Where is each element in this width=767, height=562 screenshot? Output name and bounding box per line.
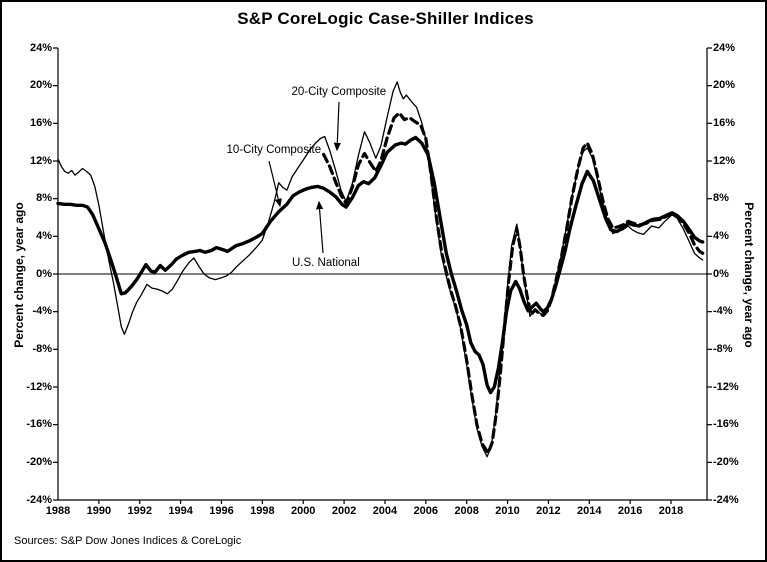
annotation-20-city-composite: 20-City Composite bbox=[291, 86, 387, 98]
x-axis-tick-label: 2016 bbox=[617, 505, 643, 517]
y-axis-tick-label-left: 4% bbox=[36, 229, 52, 242]
y-axis-tick-label-right: -4% bbox=[713, 305, 733, 318]
y-axis-tick-label-right: 8% bbox=[713, 192, 729, 205]
x-axis-tick-label: 2010 bbox=[495, 505, 520, 517]
x-axis-tick-label: 2012 bbox=[536, 505, 561, 517]
y-axis-tick-label-left: -16% bbox=[26, 418, 52, 431]
series-10-city-composite bbox=[57, 81, 704, 458]
source-note: Sources: S&P Dow Jones Indices & CoreLog… bbox=[14, 535, 242, 547]
y-axis-tick-label-right: 0% bbox=[713, 267, 729, 280]
y-axis-tick-label-left: 16% bbox=[29, 116, 52, 129]
y-axis-tick-label-left: -20% bbox=[26, 455, 52, 468]
y-axis-tick-label-left: -24% bbox=[26, 493, 52, 506]
y-axis-tick-label-right: -16% bbox=[713, 418, 739, 431]
y-axis-tick-label-right: 20% bbox=[713, 79, 736, 92]
annotation-10-city-composite: 10-City Composite bbox=[226, 144, 322, 156]
y-axis-tick-label-left: -8% bbox=[32, 342, 52, 355]
x-axis-tick-label: 2008 bbox=[454, 505, 479, 517]
y-axis-tick-label-left: 20% bbox=[29, 79, 52, 92]
y-axis-tick-label-left: 12% bbox=[29, 154, 52, 167]
annotation-us-national: U.S. National bbox=[292, 257, 360, 269]
x-axis-tick-label: 2004 bbox=[372, 505, 398, 517]
y-axis-tick-label-right: -8% bbox=[713, 342, 733, 355]
y-axis-tick-label-left: 8% bbox=[36, 192, 52, 205]
y-axis-tick-label-left: 0% bbox=[36, 267, 52, 280]
y-axis-tick-label-right: 24% bbox=[713, 41, 736, 54]
series-lines bbox=[56, 81, 705, 458]
x-axis-tick-label: 1996 bbox=[209, 505, 234, 517]
y-axis-tick-label-left: -12% bbox=[26, 380, 52, 393]
y-axis-tick-label-right: -20% bbox=[713, 455, 739, 468]
series-u-s-national bbox=[56, 135, 705, 395]
chart-title: S&P CoreLogic Case-Shiller Indices bbox=[237, 9, 534, 28]
series-20-city-composite bbox=[322, 111, 705, 455]
y-axis-tick-label-right: 12% bbox=[713, 154, 736, 167]
annotation-arrows bbox=[268, 101, 341, 254]
y-axis-tick-label-right: 4% bbox=[713, 229, 729, 242]
y-axis-tick-label-left: -4% bbox=[32, 305, 52, 318]
x-axis-tick-label: 1994 bbox=[168, 505, 193, 517]
x-axis-tick-label: 1998 bbox=[250, 505, 275, 517]
x-axis-tick-label: 1990 bbox=[86, 505, 112, 517]
y-axis-tick-label-right: -12% bbox=[713, 380, 739, 393]
axes bbox=[53, 47, 712, 504]
x-axis-tick-label: 2002 bbox=[331, 505, 357, 517]
x-axis-tick-label: 2000 bbox=[290, 505, 316, 517]
x-axis-tick-label: 1988 bbox=[45, 505, 71, 517]
x-axis-tick-label: 1992 bbox=[127, 505, 152, 517]
x-axis-tick-label: 2006 bbox=[413, 505, 439, 517]
x-axis-tick-label: 2014 bbox=[577, 505, 602, 517]
x-axis-tick-label: 2018 bbox=[658, 505, 684, 517]
y-axis-tick-label-left: 24% bbox=[29, 41, 52, 54]
y-axis-tick-label-right: -24% bbox=[713, 493, 739, 506]
y-axis-tick-label-right: 16% bbox=[713, 116, 736, 129]
